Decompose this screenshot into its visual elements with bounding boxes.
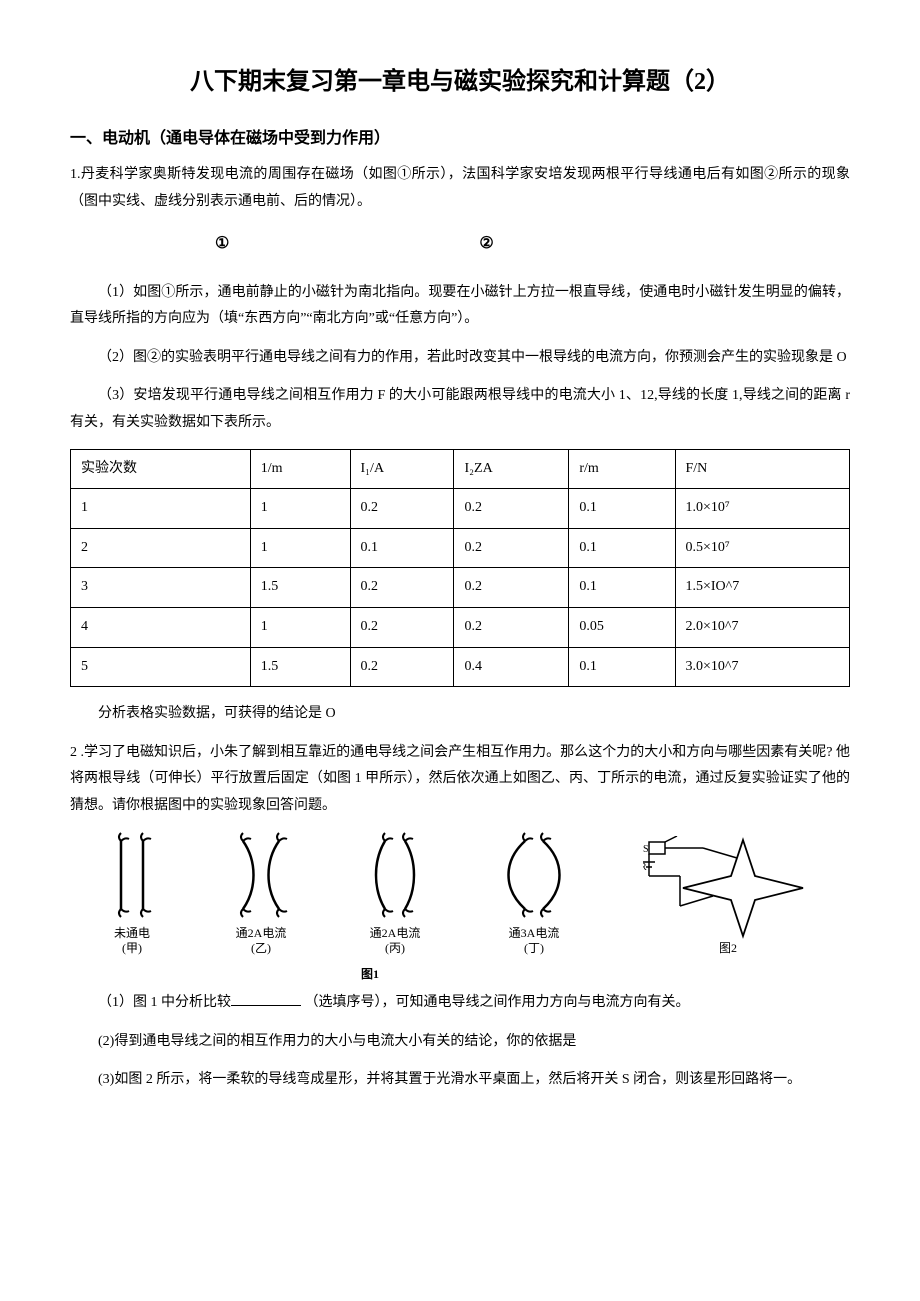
table-head: 实验次数 1/m I₁/A I₂ZA r/m F/N — [71, 449, 850, 489]
th: 1/m — [250, 449, 350, 489]
fig-label: 通3A电流 — [509, 926, 560, 940]
wires-straight-icon — [107, 831, 157, 926]
table-cell: 0.1 — [350, 528, 454, 568]
table-cell: 1.5 — [250, 568, 350, 608]
page-title: 八下期末复习第一章电与磁实验探究和计算题（2） — [70, 60, 850, 106]
table-cell: 0.4 — [454, 647, 569, 687]
q1-part1: （1）如图①所示，通电前静止的小磁针为南北指向。现要在小磁针上方拉一根直导线，使… — [70, 280, 850, 333]
table-cell: 1.5 — [250, 647, 350, 687]
th: 实验次数 — [71, 449, 251, 489]
table-row: 110.20.20.11.0×10⁷ — [71, 489, 850, 529]
fig-ding: 通3A电流 (丁) — [499, 831, 569, 955]
fig-label: (甲) — [122, 941, 142, 955]
wires-repel-icon — [365, 831, 425, 926]
table-cell: 1 — [250, 607, 350, 647]
table-cell: 2 — [71, 528, 251, 568]
table-body: 110.20.20.11.0×10⁷210.10.20.10.5×10⁷31.5… — [71, 489, 850, 687]
table-cell: 0.1 — [569, 528, 675, 568]
table-cell: 5 — [71, 647, 251, 687]
th: I₂ZA — [454, 449, 569, 489]
table-cell: 1.0×10⁷ — [675, 489, 850, 529]
th: F/N — [675, 449, 850, 489]
table-cell: 0.2 — [454, 528, 569, 568]
table-cell: 0.2 — [350, 489, 454, 529]
table-cell: 4 — [71, 607, 251, 647]
fig-label: 未通电 — [114, 926, 150, 940]
q1-intro: 1.丹麦科学家奥斯特发现电流的周围存在磁场（如图①所示），法国科学家安培发现两根… — [70, 162, 850, 215]
fig-yi: 通2A电流 (乙) — [231, 831, 291, 955]
table-cell: 0.1 — [569, 489, 675, 529]
table-cell: 1 — [71, 489, 251, 529]
table-cell: 3 — [71, 568, 251, 608]
fig-label: 通2A电流 — [370, 926, 421, 940]
table-cell: 2.0×10^7 — [675, 607, 850, 647]
svg-text:R: R — [643, 862, 647, 873]
table-row: 31.50.20.20.11.5×IO^7 — [71, 568, 850, 608]
table-cell: 0.1 — [569, 647, 675, 687]
table-cell: 0.5×10⁷ — [675, 528, 850, 568]
table-cell: 0.2 — [454, 568, 569, 608]
circled-number-row: ① ② — [70, 229, 850, 259]
table-cell: 0.1 — [569, 568, 675, 608]
table-cell: 0.2 — [454, 489, 569, 529]
table-cell: 0.2 — [350, 607, 454, 647]
circled-2: ② — [479, 229, 493, 259]
data-table: 实验次数 1/m I₁/A I₂ZA r/m F/N 110.20.20.11.… — [70, 449, 850, 688]
table-cell: 0.2 — [350, 647, 454, 687]
fig-label: 通2A电流 — [236, 926, 287, 940]
circled-1: ① — [215, 229, 229, 259]
wires-repel-strong-icon — [499, 831, 569, 926]
wires-attract-icon — [231, 831, 291, 926]
svg-text:S: S — [643, 844, 649, 855]
q2-intro: 2 .学习了电磁知识后，小朱了解到相互靠近的通电导线之间会产生相互作用力。那么这… — [70, 740, 850, 820]
fig-label: (丁) — [524, 941, 544, 955]
fig-label: (乙) — [251, 941, 271, 955]
table-cell: 1 — [250, 489, 350, 529]
th: I₁/A — [350, 449, 454, 489]
table-cell: 1.5×IO^7 — [675, 568, 850, 608]
q2-part2: (2)得到通电导线之间的相互作用力的大小与电流大小有关的结论，你的依据是 — [70, 1029, 850, 1056]
table-cell: 1 — [250, 528, 350, 568]
q1-part3: （3）安培发现平行通电导线之间相互作用力 F 的大小可能跟两根导线中的电流大小 … — [70, 383, 850, 436]
q2-1-b: （选填序号），可知通电导线之间作用力方向与电流方向有关。 — [305, 995, 690, 1010]
fig-label: (丙) — [385, 941, 405, 955]
table-row: 210.10.20.10.5×10⁷ — [71, 528, 850, 568]
figure-row: 未通电 (甲) 通2A电流 (乙) 通2A电流 (丙) — [70, 831, 850, 955]
q1-part2: （2）图②的实验表明平行通电导线之间有力的作用，若此时改变其中一根导线的电流方向… — [70, 345, 850, 372]
blank-line — [231, 991, 301, 1006]
table-row: 410.20.20.052.0×10^7 — [71, 607, 850, 647]
star-circuit-icon: S R — [643, 836, 813, 941]
q2-part3: (3)如图 2 所示，将一柔软的导线弯成星形，并将其置于光滑水平桌面上，然后将开… — [70, 1067, 850, 1094]
fig1-label-row: 图1 — [70, 963, 850, 986]
fig-label: 图2 — [719, 941, 737, 955]
table-cell: 0.2 — [350, 568, 454, 608]
table-cell: 3.0×10^7 — [675, 647, 850, 687]
q2-part1: （1）图 1 中分析比较 （选填序号），可知通电导线之间作用力方向与电流方向有关… — [70, 990, 850, 1017]
table-row: 51.50.20.40.13.0×10^7 — [71, 647, 850, 687]
table-cell: 0.2 — [454, 607, 569, 647]
q2-1-a: （1）图 1 中分析比较 — [98, 995, 231, 1010]
q1-after-table: 分析表格实验数据，可获得的结论是 O — [70, 701, 850, 728]
fig1-label: 图1 — [361, 963, 379, 986]
fig-star: S R 图2 — [643, 836, 813, 955]
fig-jia: 未通电 (甲) — [107, 831, 157, 955]
section-heading: 一、电动机（通电导体在磁场中受到力作用） — [70, 124, 850, 154]
table-cell: 0.05 — [569, 607, 675, 647]
fig-bing: 通2A电流 (丙) — [365, 831, 425, 955]
th: r/m — [569, 449, 675, 489]
table-header-row: 实验次数 1/m I₁/A I₂ZA r/m F/N — [71, 449, 850, 489]
